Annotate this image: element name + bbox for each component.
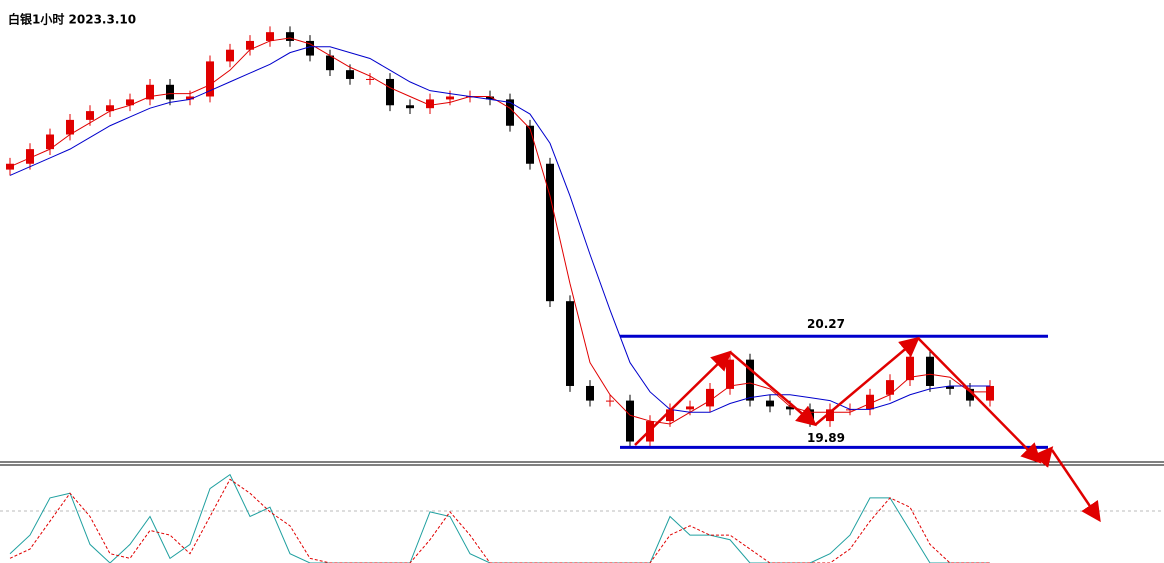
chart-title: 白银1小时 2023.3.10	[8, 12, 136, 27]
candle-body	[526, 125, 534, 164]
price-panel: 20.27 19.89	[6, 26, 1048, 449]
candle-body	[206, 61, 214, 97]
candle-body	[286, 32, 294, 41]
candle-body	[726, 359, 734, 389]
candle-body	[226, 49, 234, 62]
candle-body	[786, 406, 794, 410]
candle-body	[446, 96, 454, 100]
candle-body	[686, 406, 694, 410]
level-label: 19.89	[807, 431, 845, 445]
candle-body	[886, 380, 894, 395]
candle-body	[906, 356, 914, 381]
candle-body	[866, 394, 874, 410]
candle-body	[346, 70, 354, 79]
candle-body	[306, 40, 314, 56]
candle-body	[386, 78, 394, 106]
level-label: 20.27	[807, 317, 845, 331]
candle-body	[666, 409, 674, 422]
arrow	[917, 337, 1042, 464]
arrow	[814, 336, 920, 426]
candle-body	[366, 78, 374, 80]
candle-body	[106, 105, 114, 112]
candle-body	[946, 385, 954, 389]
indicator-line	[9, 478, 990, 563]
candle-body	[146, 84, 154, 100]
candle-body	[746, 359, 754, 401]
arrow	[1032, 446, 1054, 468]
candle-body	[426, 99, 434, 109]
candle-body	[406, 105, 414, 109]
indicator-line	[9, 473, 990, 563]
candle-body	[626, 400, 634, 442]
candle-body	[126, 99, 134, 106]
candle-body	[926, 356, 934, 386]
candle-body	[266, 32, 274, 41]
candle-body	[86, 111, 94, 120]
candle-body	[46, 134, 54, 150]
arrow	[634, 350, 732, 446]
candle-body	[166, 84, 174, 100]
indicator-panel	[9, 473, 990, 563]
candle-body	[566, 301, 574, 386]
candle-body	[986, 385, 994, 401]
moving-average	[9, 37, 990, 425]
candle-body	[26, 149, 34, 164]
candle-body	[486, 96, 494, 100]
arrow	[729, 351, 817, 427]
candle-body	[66, 119, 74, 135]
candle-body	[326, 55, 334, 71]
candle-body	[186, 96, 194, 100]
candle-body	[246, 40, 254, 50]
candle-body	[766, 400, 774, 407]
candle-body	[586, 385, 594, 401]
annotation-arrows	[634, 336, 1101, 523]
arrow	[1050, 449, 1101, 523]
candle-body	[706, 388, 714, 407]
candle-body	[966, 388, 974, 401]
candle-body	[826, 409, 834, 422]
moving-average	[9, 46, 990, 413]
candle-body	[606, 400, 614, 402]
candle-body	[546, 163, 554, 302]
candle-body	[506, 99, 514, 126]
candle-body	[6, 163, 14, 170]
